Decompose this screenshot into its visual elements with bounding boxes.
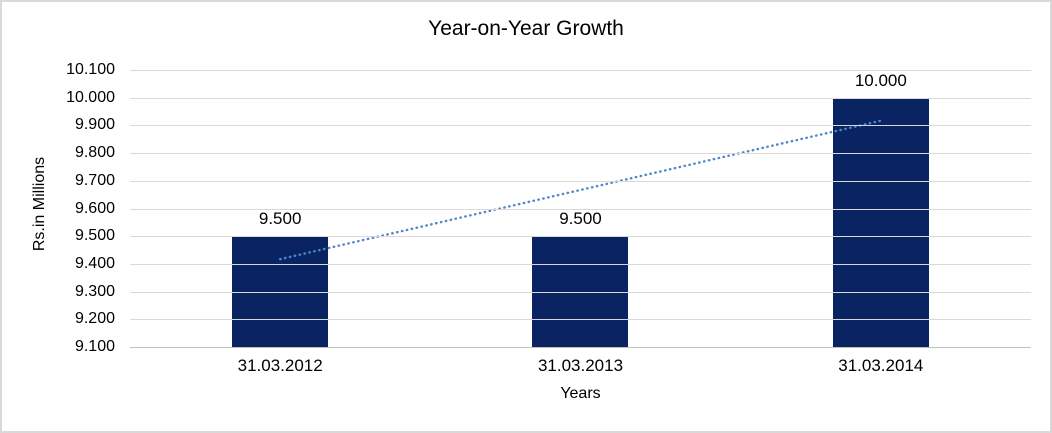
y-tick-label: 9.200 <box>74 310 115 328</box>
y-tick-label: 10.100 <box>66 61 115 78</box>
y-tick-label: 10.000 <box>66 88 115 106</box>
y-tick-label: 9.900 <box>74 116 115 134</box>
gridline <box>130 180 1031 182</box>
bar <box>832 97 929 347</box>
gridline <box>130 125 1031 127</box>
x-axis-line <box>130 347 1031 348</box>
x-axis-labels: 31.03.2012 31.03.2013 31.03.2014 <box>130 356 1031 376</box>
gridline <box>130 70 1031 71</box>
y-tick-label: 9.500 <box>74 227 115 245</box>
plot-area: 9.500 9.500 10.000 <box>130 70 1031 348</box>
y-axis-labels: 10.100 10.000 9.900 9.800 9.700 9.600 9.500 9.4… <box>2 61 115 355</box>
gridline <box>130 319 1031 321</box>
gridline <box>130 208 1031 210</box>
gridline <box>130 291 1031 293</box>
y-tick-label: 9.400 <box>74 254 115 272</box>
chart-title: Year-on-Year Growth <box>428 17 624 40</box>
gridline <box>130 153 1031 155</box>
gridline <box>130 263 1031 265</box>
y-tick-label: 9.100 <box>74 338 115 355</box>
gridline <box>130 236 1031 238</box>
y-tick-label: 9.600 <box>74 199 115 217</box>
gridline <box>130 97 1031 99</box>
x-tick-label: 31.03.2014 <box>838 356 924 375</box>
y-tick-label: 9.700 <box>74 171 115 189</box>
bar-value-label: 9.500 <box>559 209 602 229</box>
x-tick-label: 31.03.2013 <box>537 356 624 375</box>
y-tick-label: 9.800 <box>74 144 115 162</box>
x-tick-label: 31.03.2012 <box>237 356 323 375</box>
x-axis-title: Years <box>560 385 601 402</box>
bar-value-label: 9.500 <box>258 209 302 229</box>
y-tick-label: 9.300 <box>74 282 115 300</box>
bar-value-label: 10.000 <box>854 70 907 90</box>
